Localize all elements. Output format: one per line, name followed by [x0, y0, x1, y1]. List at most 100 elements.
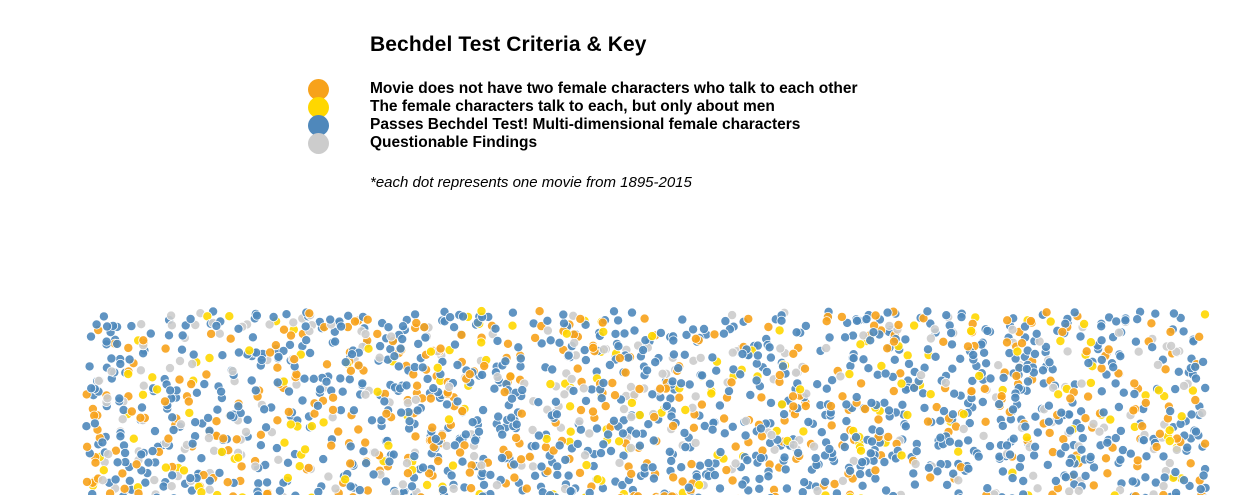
dot-passes[interactable]	[575, 424, 586, 435]
dot-passes[interactable]	[1008, 404, 1019, 415]
dot-fails[interactable]	[572, 363, 583, 374]
dot-questionable[interactable]	[1088, 418, 1099, 429]
dot-passes[interactable]	[745, 389, 756, 400]
dot-passes[interactable]	[848, 353, 859, 364]
dot-fails[interactable]	[425, 393, 436, 404]
dot-fails[interactable]	[265, 347, 276, 358]
dot-passes[interactable]	[106, 353, 117, 364]
dot-questionable[interactable]	[469, 451, 480, 462]
dot-questionable[interactable]	[578, 383, 589, 394]
dot-fails[interactable]	[381, 408, 392, 419]
dot-passes[interactable]	[420, 332, 431, 343]
dot-about-men[interactable]	[845, 492, 855, 495]
dot-passes[interactable]	[1023, 376, 1034, 387]
dot-about-men[interactable]	[1153, 385, 1164, 396]
dot-passes[interactable]	[452, 396, 463, 407]
dot-passes[interactable]	[581, 395, 592, 406]
dot-passes[interactable]	[101, 336, 112, 347]
dot-passes[interactable]	[609, 306, 620, 317]
dot-fails[interactable]	[1102, 468, 1113, 479]
dot-about-men[interactable]	[680, 404, 691, 415]
dot-passes[interactable]	[688, 324, 699, 335]
dot-questionable[interactable]	[240, 426, 251, 437]
dot-passes[interactable]	[680, 442, 691, 453]
dot-passes[interactable]	[348, 405, 359, 416]
dot-passes[interactable]	[707, 424, 718, 435]
dot-about-men[interactable]	[592, 474, 603, 485]
dot-questionable[interactable]	[929, 324, 940, 335]
dot-fails[interactable]	[228, 491, 238, 495]
dot-passes[interactable]	[997, 492, 1007, 495]
dot-questionable[interactable]	[1007, 324, 1018, 335]
dot-fails[interactable]	[655, 383, 666, 394]
dot-passes[interactable]	[598, 377, 609, 388]
dot-fails[interactable]	[1080, 413, 1091, 424]
dot-passes[interactable]	[233, 347, 244, 358]
dot-passes[interactable]	[558, 309, 569, 320]
dot-passes[interactable]	[985, 373, 996, 384]
dot-passes[interactable]	[1032, 427, 1043, 438]
dot-passes[interactable]	[84, 361, 95, 372]
dot-passes[interactable]	[676, 462, 687, 473]
dot-passes[interactable]	[124, 354, 135, 365]
dot-passes[interactable]	[977, 396, 988, 407]
dot-passes[interactable]	[478, 479, 489, 490]
dot-fails[interactable]	[620, 367, 631, 378]
dot-questionable[interactable]	[149, 475, 160, 486]
dot-passes[interactable]	[973, 451, 984, 462]
dot-passes[interactable]	[274, 485, 285, 495]
dot-passes[interactable]	[1130, 336, 1141, 347]
dot-fails[interactable]	[788, 348, 799, 359]
dot-passes[interactable]	[251, 310, 262, 321]
dot-questionable[interactable]	[958, 423, 969, 434]
dot-passes[interactable]	[1118, 387, 1129, 398]
dot-passes[interactable]	[253, 478, 264, 489]
dot-passes[interactable]	[941, 310, 952, 321]
dot-passes[interactable]	[467, 417, 478, 428]
dot-passes[interactable]	[858, 354, 869, 365]
dot-passes[interactable]	[446, 470, 457, 481]
dot-passes[interactable]	[568, 385, 579, 396]
dot-passes[interactable]	[102, 321, 113, 332]
dot-about-men[interactable]	[300, 444, 311, 455]
dot-fails[interactable]	[979, 383, 990, 394]
dot-fails[interactable]	[345, 458, 356, 469]
dot-about-men[interactable]	[545, 379, 556, 390]
dot-passes[interactable]	[1030, 441, 1041, 452]
dot-questionable[interactable]	[401, 458, 412, 469]
dot-fails[interactable]	[416, 492, 426, 495]
dot-about-men[interactable]	[598, 326, 609, 337]
dot-fails[interactable]	[888, 386, 899, 397]
dot-passes[interactable]	[1083, 357, 1094, 368]
dot-passes[interactable]	[1096, 386, 1107, 397]
dot-passes[interactable]	[751, 375, 762, 386]
dot-passes[interactable]	[1075, 423, 1086, 434]
dot-about-men[interactable]	[306, 421, 317, 432]
dot-questionable[interactable]	[978, 430, 989, 441]
dot-about-men[interactable]	[581, 460, 592, 471]
dot-about-men[interactable]	[184, 407, 195, 418]
dot-passes[interactable]	[368, 469, 379, 480]
dot-fails[interactable]	[607, 377, 618, 388]
dot-passes[interactable]	[631, 428, 642, 439]
dot-passes[interactable]	[629, 325, 640, 336]
dot-passes[interactable]	[441, 399, 452, 410]
dot-questionable[interactable]	[138, 380, 149, 391]
dot-about-men[interactable]	[244, 345, 255, 356]
dot-fails[interactable]	[743, 313, 754, 324]
dot-questionable[interactable]	[791, 367, 802, 378]
dot-fails[interactable]	[126, 406, 137, 417]
dot-passes[interactable]	[781, 483, 792, 494]
dot-passes[interactable]	[684, 379, 695, 390]
dot-about-men[interactable]	[896, 378, 907, 389]
dot-passes[interactable]	[552, 461, 563, 472]
dot-fails[interactable]	[225, 333, 236, 344]
dot-passes[interactable]	[470, 435, 481, 446]
dot-fails[interactable]	[183, 396, 194, 407]
dot-fails[interactable]	[360, 437, 371, 448]
dot-questionable[interactable]	[626, 412, 637, 423]
dot-about-men[interactable]	[902, 350, 913, 361]
dot-passes[interactable]	[165, 385, 176, 396]
dot-passes[interactable]	[647, 462, 658, 473]
dot-passes[interactable]	[126, 321, 137, 332]
